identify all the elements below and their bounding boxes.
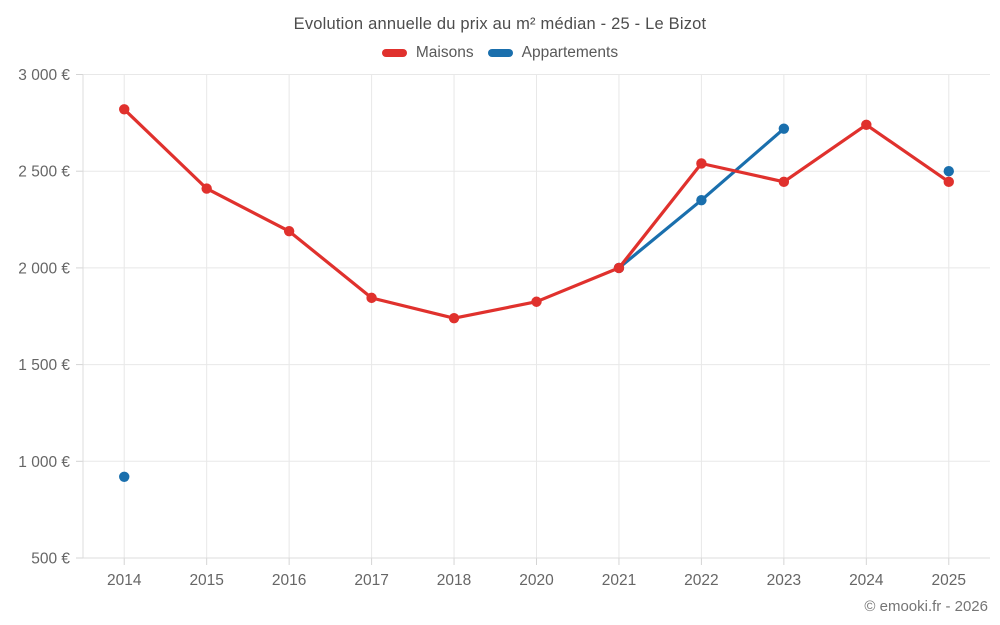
- x-axis-tick-label: 2020: [519, 572, 554, 589]
- chart-legend: Maisons Appartements: [0, 44, 1000, 62]
- data-point-appartements-2023[interactable]: [778, 123, 790, 134]
- data-point-maisons-2020[interactable]: [531, 296, 542, 307]
- legend-label-appartements: Appartements: [521, 44, 619, 61]
- maisons-legend-swatch-icon: [381, 49, 407, 57]
- data-point-appartements-2022[interactable]: [696, 195, 707, 206]
- x-axis-tick-label: 2023: [767, 572, 801, 589]
- data-point-maisons-2023[interactable]: [778, 176, 790, 188]
- y-axis-tick-label: 2 000 €: [18, 260, 70, 277]
- data-point-maisons-2015[interactable]: [201, 183, 212, 194]
- x-axis-tick-label: 2025: [932, 572, 966, 589]
- data-point-maisons-2025[interactable]: [943, 176, 954, 188]
- legend-item-appartements[interactable]: Appartements: [487, 44, 619, 62]
- data-point-maisons-2016[interactable]: [283, 225, 295, 237]
- chart-title: Evolution annuelle du prix au m² médian …: [293, 15, 707, 33]
- x-axis-tick-label: 2024: [849, 572, 884, 589]
- x-axis-tick-label: 2018: [437, 572, 471, 589]
- data-point-maisons-2024[interactable]: [861, 119, 872, 130]
- data-point-maisons-2017[interactable]: [366, 292, 377, 304]
- data-point-maisons-2022[interactable]: [696, 158, 707, 169]
- x-axis-tick-label: 2016: [272, 572, 306, 589]
- x-axis-tick-label: 2017: [354, 572, 388, 589]
- data-point-maisons-2014[interactable]: [119, 104, 130, 115]
- data-point-maisons-2018[interactable]: [448, 312, 460, 324]
- x-axis-tick-label: 2021: [602, 572, 636, 589]
- data-point-appartements-2014[interactable]: [119, 471, 130, 482]
- copyright-footer: © emooki.fr - 2026: [864, 598, 988, 615]
- y-axis-tick-label: 2 500 €: [18, 164, 70, 181]
- x-axis-tick-label: 2014: [107, 572, 142, 589]
- appartements-legend-swatch-icon: [487, 49, 513, 57]
- x-axis-tick-label: 2022: [684, 572, 718, 589]
- data-point-appartements-2025[interactable]: [943, 166, 954, 177]
- data-point-maisons-2021[interactable]: [613, 262, 625, 274]
- y-axis-tick-label: 1 000 €: [18, 454, 70, 471]
- y-axis-tick-label: 3 000 €: [18, 67, 70, 84]
- x-axis-tick-label: 2015: [189, 572, 223, 589]
- y-axis-tick-label: 500 €: [31, 551, 70, 568]
- legend-item-maisons[interactable]: Maisons: [381, 44, 474, 62]
- legend-label-maisons: Maisons: [415, 44, 474, 61]
- y-axis-tick-label: 1 500 €: [18, 357, 70, 374]
